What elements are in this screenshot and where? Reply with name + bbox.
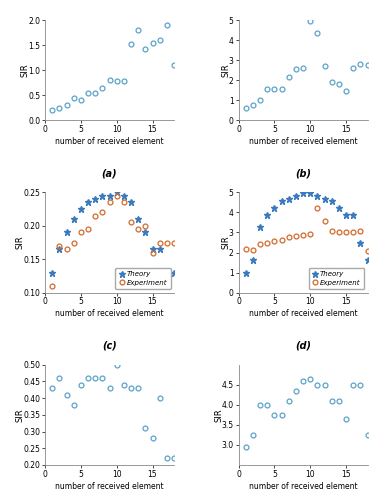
Experiment: [107, 200, 112, 205]
Theory: [64, 230, 69, 235]
Legend: Theory, Experiment: Theory, Experiment: [309, 268, 364, 289]
Theory: [114, 190, 119, 196]
Text: (c): (c): [102, 340, 117, 350]
Theory: [329, 198, 334, 204]
X-axis label: number of received element: number of received element: [249, 482, 357, 490]
Theory: [243, 270, 248, 276]
Experiment: [129, 220, 133, 226]
Theory: [337, 206, 341, 212]
Experiment: [308, 232, 312, 237]
Experiment: [143, 223, 148, 229]
Theory: [322, 196, 327, 202]
Theory: [315, 194, 320, 200]
Theory: [265, 212, 269, 218]
Experiment: [86, 226, 90, 232]
Theory: [57, 246, 62, 252]
Theory: [122, 192, 126, 198]
Experiment: [100, 210, 105, 216]
Experiment: [258, 240, 262, 246]
Theory: [143, 230, 148, 235]
Experiment: [150, 250, 155, 256]
Experiment: [329, 228, 334, 234]
Experiment: [272, 238, 277, 244]
Theory: [294, 194, 298, 200]
X-axis label: number of received element: number of received element: [249, 137, 357, 146]
Experiment: [365, 248, 370, 254]
Y-axis label: SIR: SIR: [214, 408, 223, 422]
Experiment: [57, 243, 62, 249]
Theory: [79, 206, 83, 212]
Text: (b): (b): [295, 168, 311, 178]
X-axis label: number of received element: number of received element: [55, 310, 164, 318]
Line: Experiment: Experiment: [50, 194, 176, 288]
Y-axis label: SIR: SIR: [222, 64, 231, 77]
Experiment: [315, 206, 320, 212]
Experiment: [301, 232, 305, 238]
Theory: [301, 190, 305, 196]
Experiment: [243, 246, 248, 252]
Experiment: [265, 240, 269, 246]
Experiment: [351, 230, 355, 235]
Theory: [258, 224, 262, 230]
Theory: [308, 190, 312, 196]
Experiment: [114, 192, 119, 198]
Theory: [165, 270, 169, 276]
Experiment: [50, 283, 54, 289]
Experiment: [79, 230, 83, 235]
Text: (a): (a): [102, 168, 117, 178]
Theory: [86, 200, 90, 205]
Experiment: [251, 246, 255, 252]
Theory: [172, 270, 176, 276]
X-axis label: number of received element: number of received element: [55, 137, 164, 146]
Y-axis label: SIR: SIR: [222, 236, 231, 250]
Experiment: [286, 234, 291, 240]
Theory: [50, 270, 54, 276]
Line: Theory: Theory: [49, 189, 177, 276]
Experiment: [122, 200, 126, 205]
Theory: [251, 256, 255, 262]
Theory: [344, 212, 348, 218]
Y-axis label: SIR: SIR: [16, 408, 25, 422]
Experiment: [337, 230, 341, 235]
Theory: [93, 196, 98, 202]
Text: (d): (d): [295, 340, 311, 350]
Experiment: [165, 240, 169, 246]
Theory: [150, 246, 155, 252]
Experiment: [93, 213, 98, 219]
Theory: [272, 206, 277, 212]
Line: Theory: Theory: [242, 190, 371, 276]
Theory: [107, 192, 112, 198]
Experiment: [136, 226, 140, 232]
Experiment: [158, 240, 162, 246]
Experiment: [322, 218, 327, 224]
Experiment: [64, 246, 69, 252]
Theory: [71, 216, 76, 222]
Line: Experiment: Experiment: [243, 206, 370, 253]
Experiment: [71, 240, 76, 246]
Theory: [158, 246, 162, 252]
X-axis label: number of received element: number of received element: [55, 482, 164, 490]
Theory: [279, 198, 284, 204]
Y-axis label: SIR: SIR: [16, 236, 25, 250]
Y-axis label: SIR: SIR: [21, 64, 30, 77]
Legend: Theory, Experiment: Theory, Experiment: [116, 268, 171, 289]
Theory: [136, 216, 140, 222]
Theory: [100, 192, 105, 198]
Theory: [351, 212, 355, 218]
Experiment: [294, 234, 298, 239]
Theory: [129, 200, 133, 205]
Experiment: [172, 240, 176, 246]
Theory: [358, 240, 363, 246]
X-axis label: number of received element: number of received element: [249, 310, 357, 318]
Theory: [365, 256, 370, 262]
Experiment: [279, 238, 284, 244]
Experiment: [358, 228, 363, 234]
Experiment: [344, 230, 348, 235]
Theory: [286, 196, 291, 202]
